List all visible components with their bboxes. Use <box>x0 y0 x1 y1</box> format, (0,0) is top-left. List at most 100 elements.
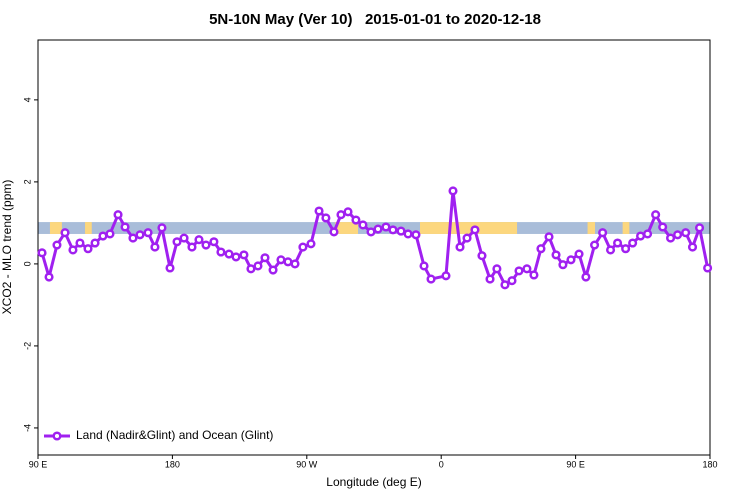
data-point <box>98 231 108 241</box>
data-point <box>598 228 608 238</box>
data-point <box>514 266 524 276</box>
data-point <box>306 239 316 249</box>
data-point <box>366 227 376 237</box>
legend-marker <box>52 431 62 441</box>
data-point <box>666 233 676 243</box>
data-point <box>403 229 413 239</box>
data-point <box>703 263 713 273</box>
land-band <box>419 222 518 234</box>
data-point <box>448 186 458 196</box>
data-point <box>651 210 661 220</box>
data-point <box>68 245 78 255</box>
data-point <box>329 227 339 237</box>
data-point <box>298 242 308 252</box>
data-point <box>358 220 368 230</box>
x-tick-label: 0 <box>439 459 444 469</box>
data-point <box>314 206 324 216</box>
data-point <box>590 240 600 250</box>
data-point <box>470 225 480 235</box>
data-point <box>90 238 100 248</box>
land-band <box>335 222 359 234</box>
data-point <box>179 233 189 243</box>
data-point <box>253 261 263 271</box>
y-tick-label: 2 <box>22 179 32 184</box>
data-point <box>673 230 683 240</box>
data-point <box>290 259 300 269</box>
data-point <box>566 255 576 265</box>
land-band <box>622 222 630 234</box>
data-point <box>321 213 331 223</box>
data-point <box>246 264 256 274</box>
data-point <box>60 228 70 238</box>
data-point <box>536 244 546 254</box>
data-point <box>224 249 234 259</box>
x-tick-label: 180 <box>165 459 180 469</box>
data-point <box>426 274 436 284</box>
data-point <box>157 223 167 233</box>
data-point <box>83 244 93 254</box>
data-point <box>336 210 346 220</box>
data-point <box>351 215 361 225</box>
data-point <box>581 272 591 282</box>
data-point <box>462 233 472 243</box>
data-point <box>276 255 286 265</box>
x-tick-label: 90 E <box>566 459 585 469</box>
land-band <box>49 222 62 234</box>
data-point <box>113 210 123 220</box>
x-tick-label: 180 <box>702 459 717 469</box>
data-point <box>522 264 532 274</box>
data-point <box>500 280 510 290</box>
data-point <box>621 244 631 254</box>
data-point <box>694 223 705 233</box>
y-tick-label: 0 <box>22 261 32 266</box>
data-point <box>628 238 638 248</box>
data-point <box>636 231 646 241</box>
data-point <box>150 242 160 252</box>
data-point <box>419 261 429 271</box>
y-axis-label: XCO2 - MLO trend (ppm) <box>0 180 14 315</box>
y-tick-label: -4 <box>22 424 32 432</box>
data-point <box>544 232 554 242</box>
data-point <box>283 257 293 267</box>
data-point <box>216 247 226 257</box>
data-point <box>120 222 130 232</box>
plot-frame <box>37 39 711 456</box>
data-point <box>52 240 62 250</box>
data-point <box>388 225 398 235</box>
data-point <box>605 245 616 255</box>
data-point <box>613 238 623 248</box>
data-point <box>477 251 487 261</box>
x-tick-label: 90 E <box>29 459 48 469</box>
data-point <box>455 242 465 252</box>
data-point <box>687 242 698 252</box>
legend-label: Land (Nadir&Glint) and Ocean (Glint) <box>76 428 273 442</box>
data-point <box>37 248 47 258</box>
data-point <box>658 222 668 232</box>
data-point <box>396 226 406 236</box>
data-point <box>529 270 539 280</box>
data-point <box>643 229 653 239</box>
data-point <box>201 240 211 250</box>
data-point <box>128 233 138 243</box>
data-point <box>381 222 391 232</box>
data-point <box>75 238 85 248</box>
data-point <box>194 235 204 245</box>
data-point <box>260 253 270 263</box>
y-tick-label: 4 <box>22 97 32 102</box>
data-point <box>209 237 219 247</box>
data-point <box>135 230 145 240</box>
data-point <box>44 272 54 282</box>
data-point <box>507 276 517 286</box>
data-point <box>172 237 182 247</box>
data-point <box>373 224 383 234</box>
y-tick-label: -2 <box>22 342 32 350</box>
data-point <box>105 229 115 239</box>
land-band <box>85 222 92 234</box>
data-point <box>492 264 502 274</box>
data-point <box>441 271 451 281</box>
data-point <box>411 230 421 240</box>
land-band <box>587 222 596 234</box>
data-point <box>485 274 495 284</box>
data-point <box>143 228 153 238</box>
